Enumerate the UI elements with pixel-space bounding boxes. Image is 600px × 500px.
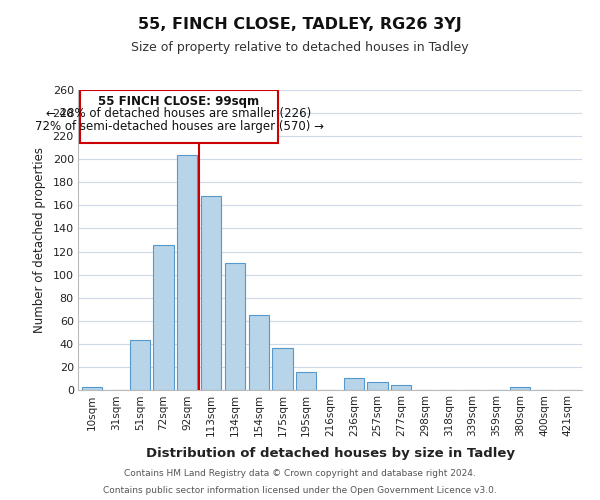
Bar xyxy=(82,386,103,390)
Bar xyxy=(367,382,388,390)
Bar xyxy=(154,244,173,390)
Text: 72% of semi-detached houses are larger (570) →: 72% of semi-detached houses are larger (… xyxy=(35,120,323,133)
Bar xyxy=(296,372,316,390)
X-axis label: Distribution of detached houses by size in Tadley: Distribution of detached houses by size … xyxy=(146,448,515,460)
Text: ← 28% of detached houses are smaller (226): ← 28% of detached houses are smaller (22… xyxy=(46,108,311,120)
Text: Contains HM Land Registry data © Crown copyright and database right 2024.: Contains HM Land Registry data © Crown c… xyxy=(124,468,476,477)
Text: 55, FINCH CLOSE, TADLEY, RG26 3YJ: 55, FINCH CLOSE, TADLEY, RG26 3YJ xyxy=(138,18,462,32)
Bar xyxy=(177,154,197,390)
Bar xyxy=(201,196,221,390)
Bar xyxy=(344,378,364,390)
Bar xyxy=(225,263,245,390)
Bar xyxy=(510,386,530,390)
Text: Size of property relative to detached houses in Tadley: Size of property relative to detached ho… xyxy=(131,41,469,54)
Bar xyxy=(80,90,278,143)
Bar xyxy=(130,340,150,390)
Bar xyxy=(272,348,293,390)
Bar xyxy=(248,315,269,390)
Y-axis label: Number of detached properties: Number of detached properties xyxy=(32,147,46,333)
Text: Contains public sector information licensed under the Open Government Licence v3: Contains public sector information licen… xyxy=(103,486,497,495)
Bar xyxy=(391,386,412,390)
Text: 55 FINCH CLOSE: 99sqm: 55 FINCH CLOSE: 99sqm xyxy=(98,94,260,108)
